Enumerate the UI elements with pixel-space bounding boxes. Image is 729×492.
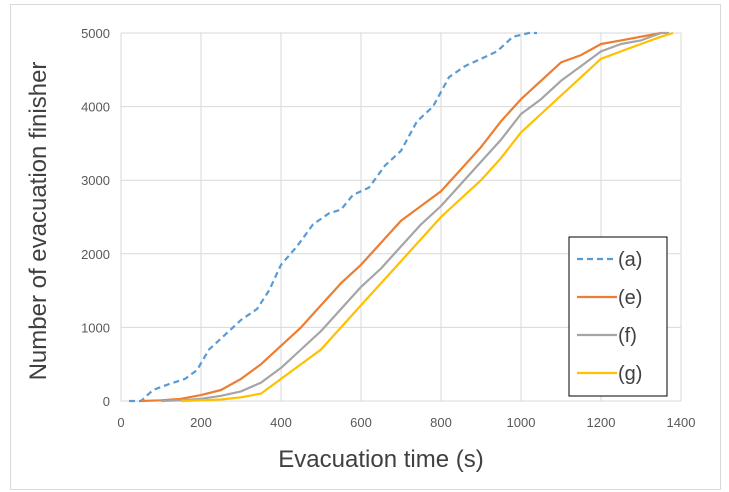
x-tick-label: 600: [350, 415, 372, 430]
y-axis-title: Number of evacuation finisher: [25, 62, 52, 381]
x-tick-label: 0: [117, 415, 124, 430]
legend-label: (g): [618, 363, 642, 385]
series-lines: [129, 31, 674, 403]
series-line-0: [129, 31, 537, 403]
x-tick-label: 200: [190, 415, 212, 430]
tick-labels: 0 200 400 600 800 1000 1200 1400 0 1000 2000 3000 40…: [81, 26, 695, 430]
series-line-1: [140, 31, 662, 403]
series-line-2: [160, 31, 669, 403]
x-axis-title: Evacuation time (s): [278, 446, 483, 473]
x-tick-label: 1000: [507, 415, 536, 430]
series-line-3: [180, 31, 674, 403]
y-tick-label: 1000: [81, 320, 110, 335]
legend-label: (f): [618, 325, 637, 347]
x-tick-label: 400: [270, 415, 292, 430]
x-tick-label: 800: [430, 415, 452, 430]
legend-box: [568, 236, 668, 397]
y-tick-label: 5000: [81, 26, 110, 41]
y-tick-label: 3000: [81, 173, 110, 188]
y-tick-label: 0: [103, 394, 110, 409]
legend-label: (a): [618, 249, 642, 271]
y-tick-label: 2000: [81, 247, 110, 262]
x-tick-label: 1200: [587, 415, 616, 430]
x-tick-label: 1400: [667, 415, 696, 430]
y-tick-label: 4000: [81, 100, 110, 115]
legend-label: (e): [618, 287, 642, 309]
legend: (a) (e) (f) (g): [568, 236, 668, 397]
